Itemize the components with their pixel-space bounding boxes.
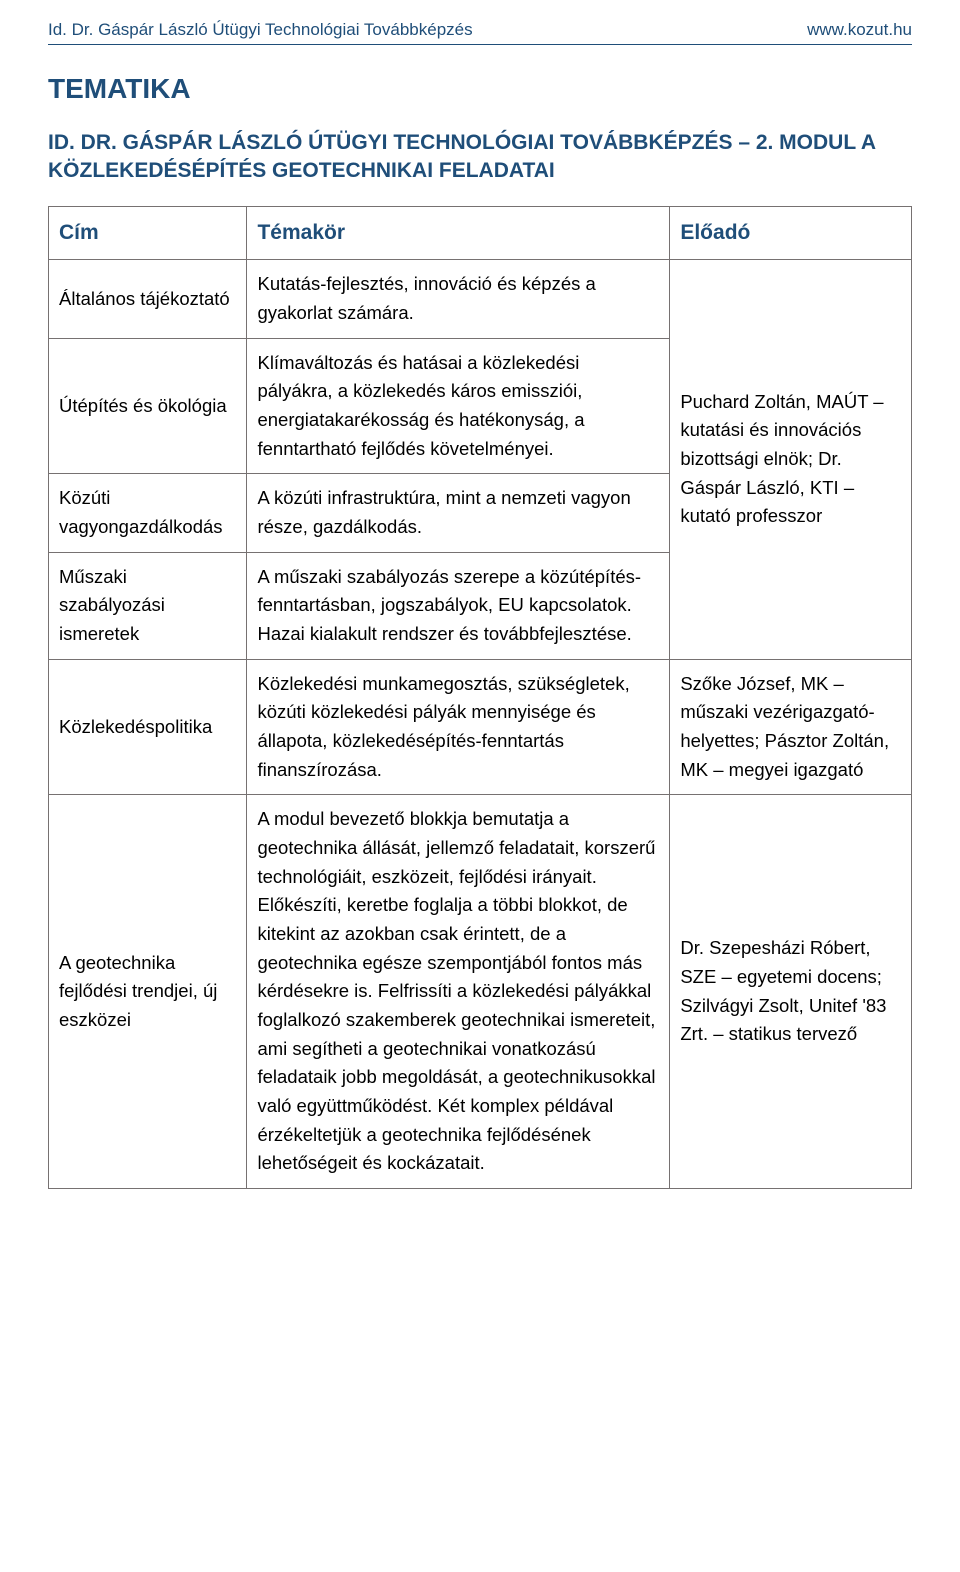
header-url: www.kozut.hu [807, 20, 912, 40]
cell-cim: Közlekedéspolitika [49, 659, 247, 795]
col-header-cim: Cím [49, 206, 247, 260]
header-course-name: Id. Dr. Gáspár László Útügyi Technológia… [48, 20, 473, 40]
page: Id. Dr. Gáspár László Útügyi Technológia… [0, 0, 960, 1237]
cell-cim: Általános tájékoztató [49, 260, 247, 338]
cell-cim: Közúti vagyongazdálkodás [49, 474, 247, 552]
table-row: A geotechnika fejlődési trendjei, új esz… [49, 795, 912, 1189]
cell-cim: Útépítés és ökológia [49, 338, 247, 474]
cell-cim: Műszaki szabályozási ismeretek [49, 552, 247, 659]
table-header-row: Cím Témakör Előadó [49, 206, 912, 260]
col-header-eloado: Előadó [670, 206, 912, 260]
cell-temakor: Klímaváltozás és hatásai a közlekedési p… [247, 338, 670, 474]
table-row: Közlekedéspolitika Közlekedési munkamego… [49, 659, 912, 795]
cell-eloado: Szőke József, MK – műszaki vezérigazgató… [670, 659, 912, 795]
section-title: TEMATIKA [48, 73, 912, 105]
page-header: Id. Dr. Gáspár László Útügyi Technológia… [48, 0, 912, 45]
cell-temakor: Közlekedési munkamegosztás, szükségletek… [247, 659, 670, 795]
cell-eloado: Dr. Szepesházi Róbert, SZE – egyetemi do… [670, 795, 912, 1189]
cell-temakor: A műszaki szabályozás szerepe a közútépí… [247, 552, 670, 659]
col-header-temakor: Témakör [247, 206, 670, 260]
cell-temakor: Kutatás-fejlesztés, innováció és képzés … [247, 260, 670, 338]
cell-eloado: Puchard Zoltán, MAÚT – kutatási és innov… [670, 260, 912, 659]
cell-temakor: A közúti infrastruktúra, mint a nemzeti … [247, 474, 670, 552]
cell-cim: A geotechnika fejlődési trendjei, új esz… [49, 795, 247, 1189]
course-title: ID. DR. GÁSPÁR LÁSZLÓ ÚTÜGYI TECHNOLÓGIA… [48, 129, 912, 186]
tematika-table: Cím Témakör Előadó Általános tájékoztató… [48, 206, 912, 1189]
cell-temakor: A modul bevezető blokkja bemutatja a geo… [247, 795, 670, 1189]
table-row: Általános tájékoztató Kutatás-fejlesztés… [49, 260, 912, 338]
